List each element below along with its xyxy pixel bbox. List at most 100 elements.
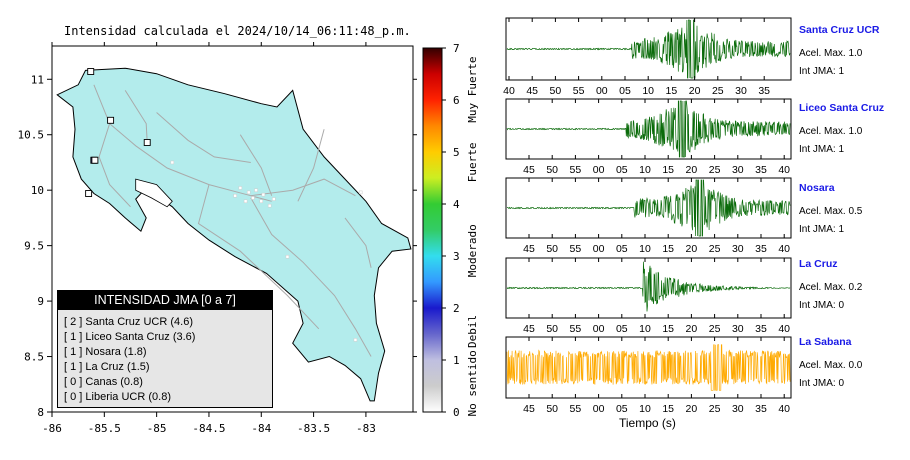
time-tick-label: 15: [662, 164, 674, 176]
station-acceleration: Acel. Max. 1.0: [799, 126, 863, 137]
station-marker: [87, 68, 95, 75]
time-tick-label: 30: [732, 243, 744, 255]
time-tick-label: 15: [662, 403, 674, 415]
colorscale-category: Moderado: [466, 224, 479, 277]
station-marker: [143, 139, 151, 146]
time-tick-label: 05: [616, 164, 628, 176]
time-tick-label: 05: [616, 403, 628, 415]
colorscale-category: Fuerte: [466, 143, 479, 183]
colorscale-bar: [422, 47, 443, 413]
time-tick-label: 30: [732, 323, 744, 335]
colorscale-tick-label: 2: [453, 302, 460, 315]
station-acceleration: Acel. Max. 0.5: [799, 206, 863, 217]
town-marker: [259, 199, 264, 204]
station-marker: [85, 190, 93, 197]
town-marker: [261, 192, 266, 197]
lon-tick-label: -84.5: [192, 422, 225, 435]
road-line: [124, 90, 148, 143]
time-tick-label: 30: [732, 164, 744, 176]
time-tick-label: 55: [570, 243, 582, 255]
colorscale-category: No sentido: [466, 350, 479, 416]
station-jma: Int JMA: 1: [799, 144, 845, 155]
seismogram-trace: [506, 19, 791, 79]
colorscale-tick-label: 7: [453, 42, 460, 55]
colorscale-category: Debil: [466, 315, 479, 348]
colorscale-tick-label: 1: [453, 354, 460, 367]
time-tick-label: 30: [732, 403, 744, 415]
time-tick-label: 15: [662, 243, 674, 255]
lat-tick-label: 8.5: [24, 351, 44, 364]
time-tick-label: 40: [503, 85, 515, 97]
road-line: [250, 178, 356, 197]
costa-rica-land: [56, 67, 412, 402]
intensity-legend: INTENSIDAD JMA [0 a 7] [ 2 ] Santa Cruz …: [57, 290, 273, 408]
seismogram-trace: [506, 261, 791, 312]
station-marker: [107, 116, 115, 124]
time-tick-label: 40: [778, 243, 790, 255]
time-tick-label: 10: [639, 323, 651, 335]
time-tick-label: 35: [755, 323, 767, 335]
colorscale-category: Muy Fuerte: [466, 56, 479, 122]
station-jma: Int JMA: 0: [799, 378, 845, 389]
road-line: [197, 184, 320, 330]
legend-item: [ 1 ] La Cruz (1.5): [64, 361, 150, 373]
time-tick-label: 50: [546, 323, 558, 335]
town-marker: [246, 190, 251, 195]
time-tick-label: 50: [546, 164, 558, 176]
lat-tick-label: 8: [37, 406, 44, 419]
station-acceleration: Acel. Max. 1.0: [799, 48, 863, 59]
map-title: Intensidad calculada el 2024/10/14_06:11…: [64, 24, 411, 38]
station-acceleration: Acel. Max. 0.2: [799, 282, 863, 293]
town-marker: [238, 186, 243, 190]
time-tick-label: 25: [709, 403, 721, 415]
time-tick-label: 55: [570, 403, 582, 415]
lon-tick-label: -83: [356, 422, 376, 435]
time-tick-label: 20: [686, 403, 698, 415]
station-jma: Int JMA: 1: [799, 66, 845, 77]
time-tick-label: 55: [570, 323, 582, 335]
time-tick-label: 15: [666, 85, 678, 97]
legend-item: [ 1 ] Liceo Santa Cruz (3.6): [64, 331, 196, 343]
road-line: [156, 112, 251, 163]
time-tick-label: 35: [755, 403, 767, 415]
legend-header: INTENSIDAD JMA [0 a 7]: [58, 291, 272, 310]
road-line: [98, 123, 131, 208]
station-info-liceo-santa-cruz: Liceo Santa Cruz Acel. Max. 1.0 Int JMA:…: [799, 102, 884, 155]
time-tick-label: 10: [639, 403, 651, 415]
time-tick-label: 00: [593, 403, 605, 415]
time-tick-label: 25: [709, 164, 721, 176]
time-tick-label: 35: [755, 164, 767, 176]
station-jma: Int JMA: 0: [799, 300, 845, 311]
colorscale-tick-label: 3: [453, 250, 460, 263]
lon-tick-label: -85.5: [88, 422, 121, 435]
gulf-of-nicoya: [135, 178, 173, 208]
time-tick-label: 00: [593, 243, 605, 255]
time-tick-label: 35: [758, 85, 770, 97]
time-tick-label: 20: [686, 164, 698, 176]
time-tick-label: 00: [596, 85, 608, 97]
lon-tick-label: -86: [42, 422, 62, 435]
town-marker: [254, 188, 258, 192]
time-tick-label: 10: [639, 243, 651, 255]
lat-tick-label: 11: [31, 73, 44, 86]
lon-tick-label: -84: [251, 422, 271, 435]
time-tick-label: 25: [712, 85, 724, 97]
station-info-santa-cruz-ucr: Santa Cruz UCR Acel. Max. 1.0 Int JMA: 1: [799, 24, 880, 77]
town-marker: [233, 193, 237, 198]
station-info-la-sabana: La Sabana Acel. Max. 0.0 Int JMA: 0: [799, 336, 862, 389]
road-line: [250, 197, 372, 357]
lat-tick-label: 9: [37, 295, 44, 308]
time-tick-label: 45: [526, 85, 538, 97]
time-tick-label: 55: [570, 164, 582, 176]
time-tick-label: 50: [546, 403, 558, 415]
station-name: La Cruz: [799, 258, 838, 270]
legend-item: [ 0 ] Canas (0.8): [64, 376, 143, 388]
road-line: [239, 134, 273, 196]
lat-tick-label: 10.5: [18, 129, 45, 142]
time-tick-label: 40: [778, 164, 790, 176]
station-name: La Sabana: [799, 336, 852, 348]
time-tick-label: 35: [755, 243, 767, 255]
time-tick-label: 25: [709, 243, 721, 255]
time-tick-label: 45: [523, 243, 535, 255]
